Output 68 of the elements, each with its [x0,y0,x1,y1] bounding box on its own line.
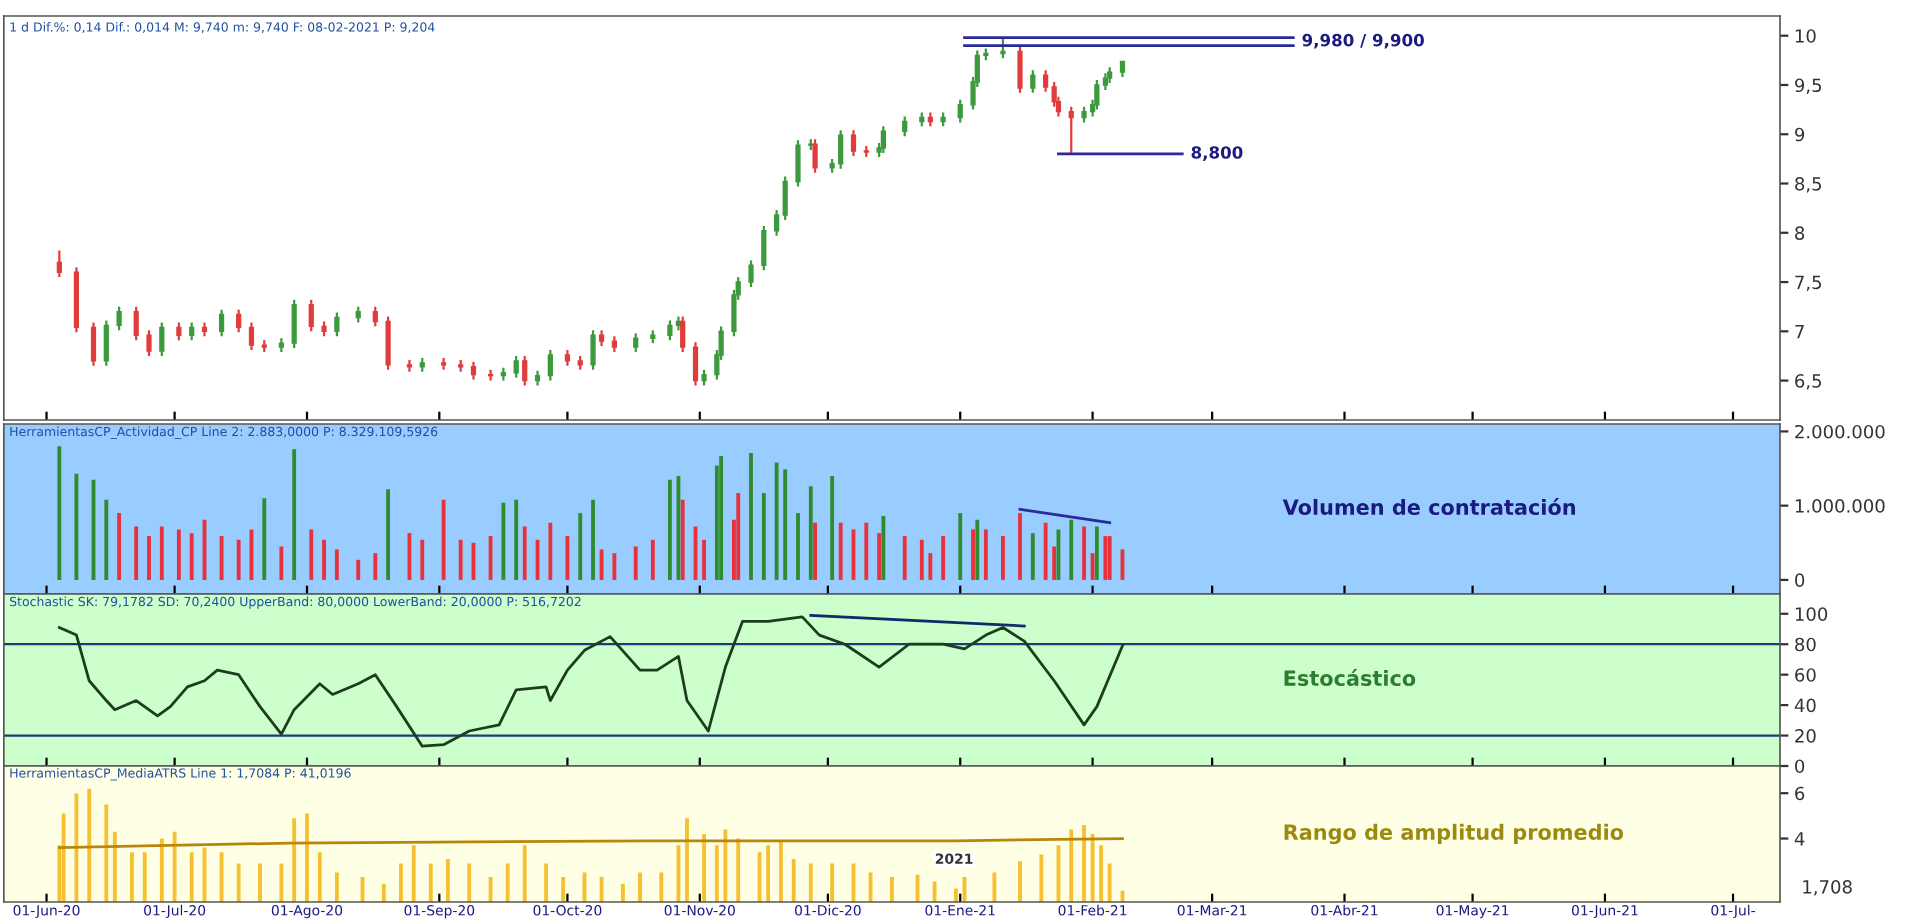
y-tick-label: 8,5 [1795,176,1822,193]
candlestick [133,305,139,342]
candlestick [680,315,686,354]
y-tick-label: 40 [1794,698,1816,713]
y-tick-label: 100 [1795,607,1828,621]
candlestick [590,329,596,371]
y-tick-label: 9 [1795,127,1805,142]
candlestick [838,129,844,170]
y-tick-label: 20 [1795,729,1816,743]
candlestick [218,308,225,338]
annotation: 8,800 [1191,146,1243,161]
candlestick [291,298,297,350]
y-tick-label: 8 [1795,226,1805,240]
candlestick [159,321,165,358]
candlestick [795,139,801,188]
candlestick [513,354,519,379]
candlestick [1043,69,1049,93]
candlestick [372,305,378,328]
y-tick-label: 9,5 [1795,78,1822,94]
candlestick [487,368,494,382]
candlestick [248,321,255,352]
candlestick [1017,45,1023,94]
y-tick-label: 6,5 [1795,374,1822,390]
annotation: Rango de amplitud promedio [1284,823,1624,845]
y-tick-label: 80 [1795,637,1816,652]
y-tick-label: 7,5 [1795,275,1822,292]
text: 1,708 [1803,879,1852,896]
y-tick-label: 0 [1795,759,1805,774]
candlestick [522,354,528,387]
candlestick [667,319,673,342]
candlestick [236,308,242,334]
candlestick [812,138,818,174]
annotation: Estocástico [1284,669,1416,687]
candlestick [957,98,963,124]
annotation: 9,980 / 9,900 [1302,33,1424,49]
candlestick [1000,36,1006,60]
y-tick-label: 6 [1795,786,1805,801]
y-tick-label: 0 [1795,573,1805,588]
annotation: Volumen de contratación [1282,498,1575,516]
candlestick [146,329,152,358]
candlestick [103,319,109,367]
y-tick-label: 7 [1795,325,1804,339]
candlestick [692,341,699,387]
candlestick [850,129,857,158]
candlestick [440,356,447,371]
candlestick [406,358,413,373]
candlestick [334,311,340,338]
candlestick [90,321,97,367]
candlestick [308,298,314,333]
y-tick-label: 4 [1794,832,1805,846]
candlestick [116,305,122,332]
candlestick [761,224,767,272]
y-tick-label: 10 [1795,29,1816,43]
candlestick [748,259,754,289]
candlestick [1030,69,1036,94]
candlestick [633,332,639,354]
y-tick-label: 2.000.000 [1795,424,1885,439]
candlestick [774,209,780,237]
y-tick-label: 60 [1795,668,1816,682]
candlestick [782,175,788,222]
candlestick [385,315,391,371]
y-tick-label: 1.000.000 [1795,499,1885,513]
candlestick [547,348,553,382]
candlestick [56,249,62,279]
candlestick [902,115,908,138]
line-series [57,615,1124,748]
candlestick [1094,78,1100,111]
candlestick [1068,105,1074,156]
